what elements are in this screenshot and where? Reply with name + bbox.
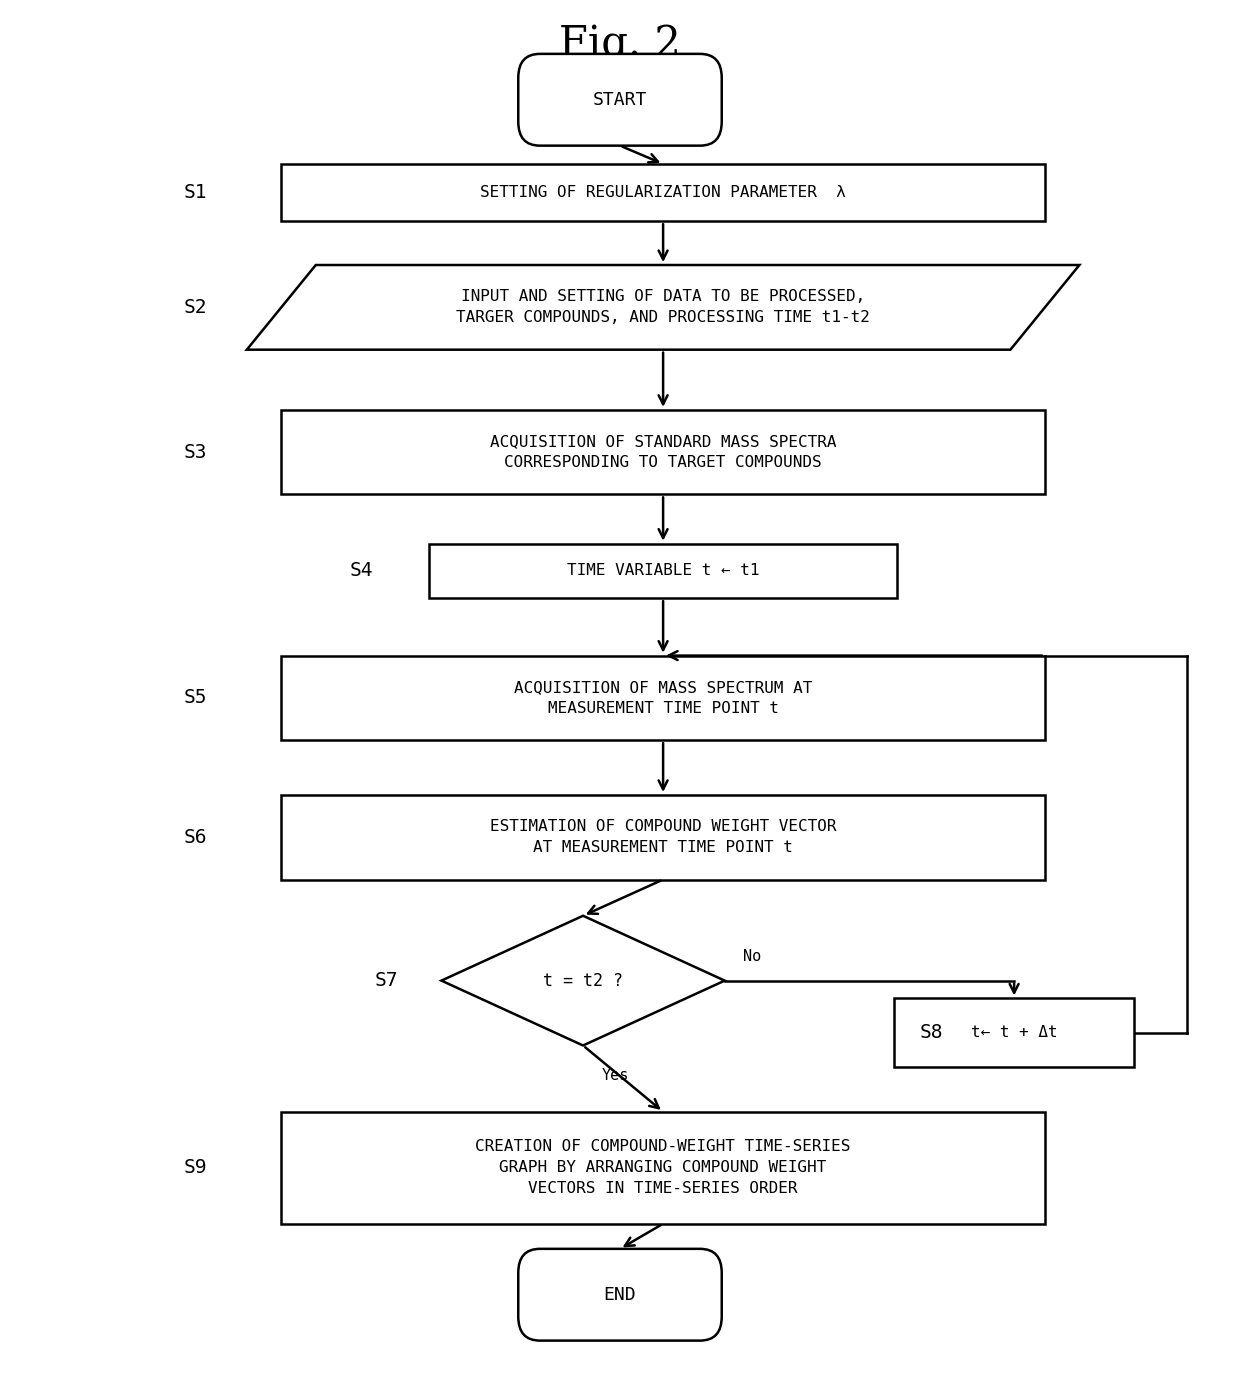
Polygon shape bbox=[441, 915, 724, 1046]
Polygon shape bbox=[247, 265, 1079, 349]
Text: S9: S9 bbox=[184, 1158, 207, 1178]
Text: S8: S8 bbox=[920, 1024, 944, 1041]
Text: S6: S6 bbox=[184, 827, 207, 846]
FancyBboxPatch shape bbox=[429, 544, 897, 598]
Text: S5: S5 bbox=[184, 688, 207, 708]
Text: Yes: Yes bbox=[601, 1068, 629, 1083]
Text: S3: S3 bbox=[184, 442, 207, 462]
FancyBboxPatch shape bbox=[281, 164, 1045, 221]
Text: SETTING OF REGULARIZATION PARAMETER  λ: SETTING OF REGULARIZATION PARAMETER λ bbox=[480, 185, 846, 201]
Text: ACQUISITION OF STANDARD MASS SPECTRA
CORRESPONDING TO TARGET COMPOUNDS: ACQUISITION OF STANDARD MASS SPECTRA COR… bbox=[490, 434, 836, 470]
FancyBboxPatch shape bbox=[894, 999, 1135, 1066]
FancyBboxPatch shape bbox=[281, 796, 1045, 879]
Text: t← t + Δt: t← t + Δt bbox=[971, 1025, 1058, 1040]
FancyBboxPatch shape bbox=[518, 1249, 722, 1341]
Text: S4: S4 bbox=[350, 562, 373, 580]
Text: t = t2 ?: t = t2 ? bbox=[543, 971, 622, 989]
FancyBboxPatch shape bbox=[518, 54, 722, 146]
FancyBboxPatch shape bbox=[281, 655, 1045, 741]
FancyBboxPatch shape bbox=[281, 1112, 1045, 1224]
Text: ESTIMATION OF COMPOUND WEIGHT VECTOR
AT MEASUREMENT TIME POINT t: ESTIMATION OF COMPOUND WEIGHT VECTOR AT … bbox=[490, 819, 836, 855]
Text: START: START bbox=[593, 91, 647, 109]
Text: S7: S7 bbox=[374, 971, 398, 991]
Text: No: No bbox=[743, 948, 761, 963]
Text: ACQUISITION OF MASS SPECTRUM AT
MEASUREMENT TIME POINT t: ACQUISITION OF MASS SPECTRUM AT MEASUREM… bbox=[513, 680, 812, 716]
Text: END: END bbox=[604, 1286, 636, 1304]
Text: Fig. 2: Fig. 2 bbox=[559, 25, 681, 66]
FancyBboxPatch shape bbox=[281, 409, 1045, 495]
Text: INPUT AND SETTING OF DATA TO BE PROCESSED,
TARGER COMPOUNDS, AND PROCESSING TIME: INPUT AND SETTING OF DATA TO BE PROCESSE… bbox=[456, 290, 870, 326]
Text: CREATION OF COMPOUND-WEIGHT TIME-SERIES
GRAPH BY ARRANGING COMPOUND WEIGHT
VECTO: CREATION OF COMPOUND-WEIGHT TIME-SERIES … bbox=[475, 1139, 851, 1197]
Text: S2: S2 bbox=[184, 298, 207, 317]
Text: S1: S1 bbox=[184, 183, 207, 202]
Text: TIME VARIABLE t ← t1: TIME VARIABLE t ← t1 bbox=[567, 563, 759, 578]
